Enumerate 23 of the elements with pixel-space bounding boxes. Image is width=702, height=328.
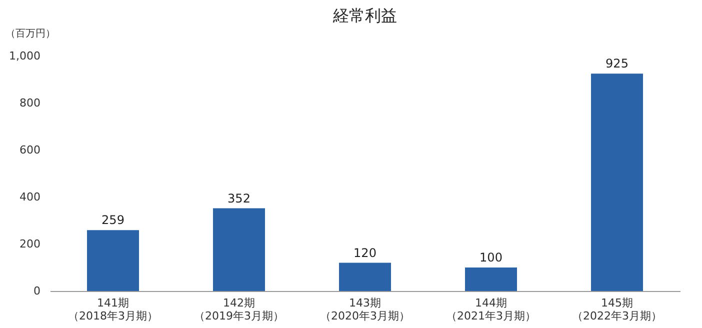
bar bbox=[87, 230, 139, 291]
chart-title: 経常利益 bbox=[332, 6, 397, 25]
bar bbox=[465, 268, 517, 291]
y-tick-label: 0 bbox=[34, 284, 40, 298]
y-tick-label: 600 bbox=[20, 144, 40, 156]
data-label: 352 bbox=[228, 191, 250, 206]
x-tick-label: 143期（2020年3月期） bbox=[320, 296, 410, 322]
y-tick-label: 1,000 bbox=[9, 50, 40, 62]
x-tick-label: 141期（2018年3月期） bbox=[68, 296, 158, 322]
y-tick-label: 200 bbox=[20, 238, 40, 250]
data-label: 120 bbox=[354, 246, 376, 260]
y-tick-label: 400 bbox=[20, 190, 40, 204]
x-tick-label: 142期（2019年3月期） bbox=[194, 296, 284, 322]
x-tick-label: 145期（2022年3月期） bbox=[572, 296, 662, 322]
data-label: 100 bbox=[480, 250, 502, 264]
x-tick-label: 144期（2021年3月期） bbox=[446, 296, 536, 322]
y-tick-label: 800 bbox=[20, 96, 40, 110]
y-axis-title: （百万円） bbox=[6, 28, 56, 40]
bar bbox=[339, 262, 391, 291]
bar bbox=[213, 208, 265, 291]
bar bbox=[591, 74, 643, 291]
data-label: 259 bbox=[102, 213, 124, 228]
data-label: 925 bbox=[606, 56, 628, 71]
